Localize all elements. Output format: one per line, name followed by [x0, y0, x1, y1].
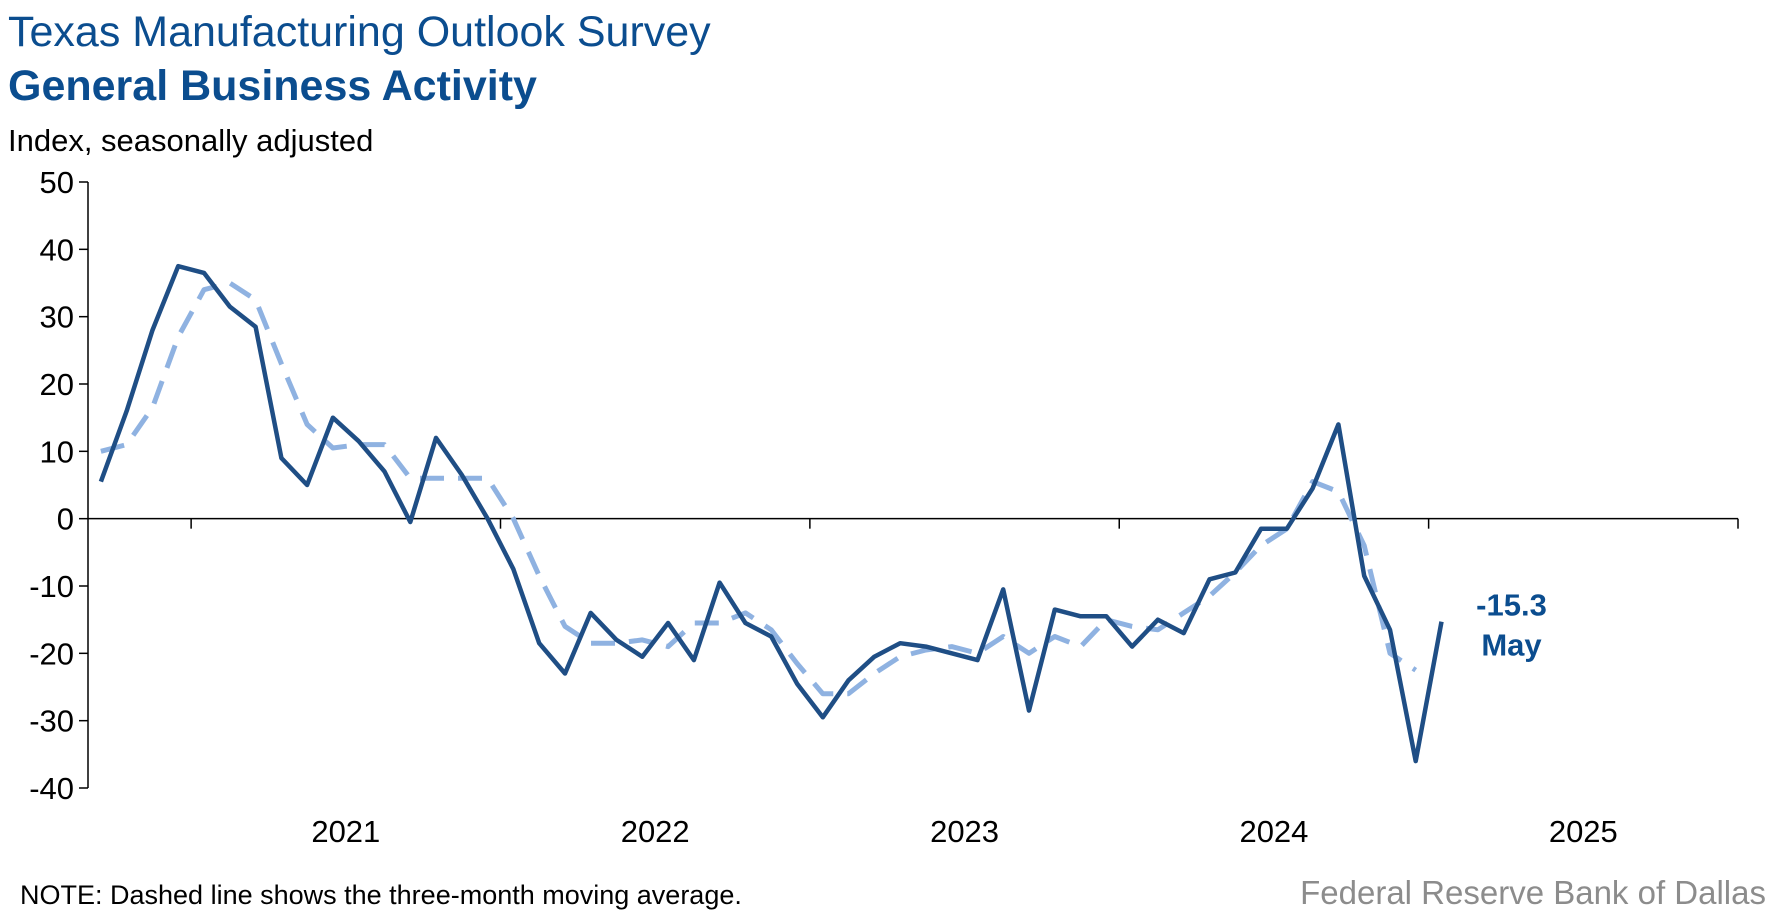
y-tick-label: -30 — [29, 704, 74, 739]
chart-title: Texas Manufacturing Outlook Survey — [8, 8, 711, 56]
y-axis-label: Index, seasonally adjusted — [8, 123, 374, 158]
x-tick-label: 2021 — [311, 814, 380, 849]
x-tick-label: 2023 — [930, 814, 999, 849]
y-tick-label: 30 — [40, 300, 74, 335]
source-label: Federal Reserve Bank of Dallas — [1300, 874, 1766, 911]
y-tick-label: 10 — [40, 434, 74, 469]
latest-value-label: -15.3 — [1476, 588, 1547, 623]
chart-subtitle: General Business Activity — [8, 62, 537, 110]
y-tick-label: -40 — [29, 771, 74, 806]
y-tick-label: 50 — [40, 165, 74, 200]
footnote: NOTE: Dashed line shows the three-month … — [20, 880, 742, 910]
y-tick-label: -10 — [29, 569, 74, 604]
y-tick-label: -20 — [29, 636, 74, 671]
y-tick-label: 20 — [40, 367, 74, 402]
x-tick-label: 2022 — [621, 814, 690, 849]
latest-month-label: May — [1481, 628, 1542, 663]
index-line — [98, 263, 1444, 764]
x-tick-label: 2024 — [1239, 814, 1308, 849]
x-tick-label: 2025 — [1549, 814, 1618, 849]
y-tick-label: 0 — [57, 502, 74, 537]
y-tick-label: 40 — [40, 232, 74, 267]
